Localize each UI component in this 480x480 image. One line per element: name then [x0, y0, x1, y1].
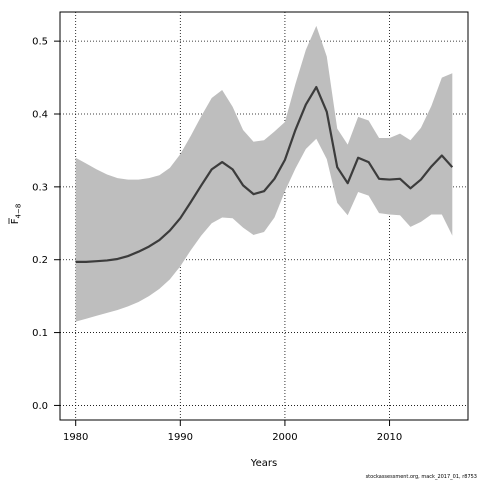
y-axis-title-main: F: [10, 218, 21, 224]
confidence-band: [75, 25, 453, 322]
source-footnote: stockassessment.org, mack_2017_01, r8753: [366, 474, 477, 480]
y-tick-label: 0.2: [32, 255, 48, 266]
svg-text:F4−8: F4−8: [10, 204, 23, 225]
x-tick-label: 1980: [63, 432, 88, 443]
y-axis-title: F4−8: [8, 204, 23, 225]
y-axis-title-sub: 4−8: [15, 204, 23, 219]
x-tick-label: 2010: [377, 432, 402, 443]
x-axis-title: Years: [250, 458, 277, 469]
y-tick-label: 0.0: [32, 401, 48, 412]
estimate-line: [75, 85, 454, 263]
x-tick-label: 2000: [272, 432, 297, 443]
y-tick-label: 0.3: [32, 182, 48, 193]
y-tick-label: 0.4: [32, 110, 48, 121]
axes: 1980 1990 2000 2010 0.0 0.1 0.2 0.3 0.4 0.5: [32, 37, 402, 443]
y-tick-label: 0.1: [32, 328, 48, 339]
x-tick-label: 1990: [168, 432, 193, 443]
plot-frame: [59, 11, 469, 421]
y-tick-label: 0.5: [32, 37, 48, 48]
